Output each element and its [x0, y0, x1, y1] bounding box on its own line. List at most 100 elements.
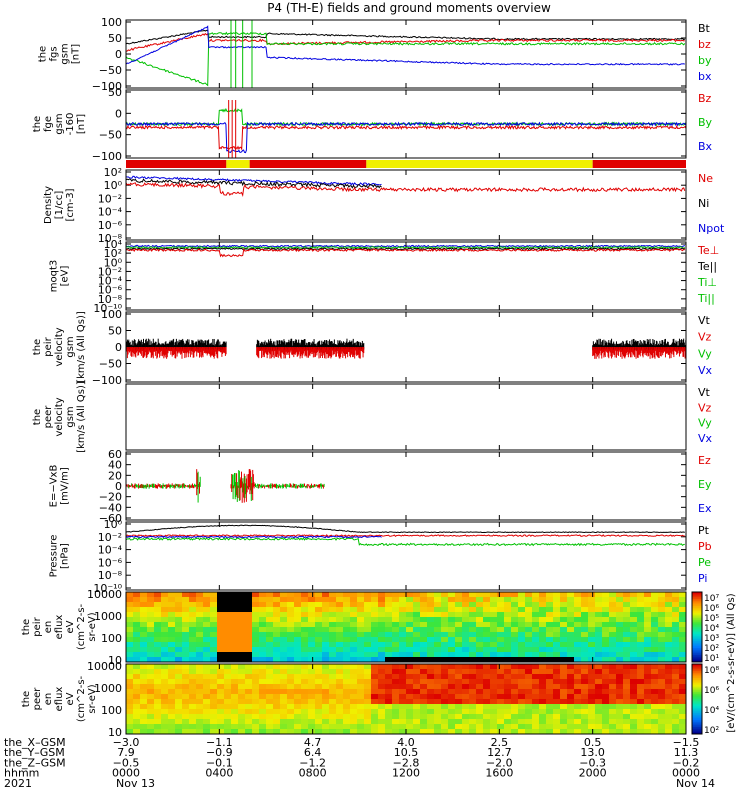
ytick-peir_spec: 10	[108, 654, 122, 667]
legend-efield-Ez: Ez	[698, 454, 711, 467]
ylabel-ve-2: velocity	[54, 397, 65, 436]
ylabel-peer_spec-1: peer	[32, 687, 43, 711]
x-row-label: 2021	[4, 777, 32, 790]
ylabel-peer_spec-6: sr-eV)	[87, 684, 98, 713]
x-tick-value: −0.2	[673, 756, 700, 769]
ytick-efield: 60	[108, 448, 122, 461]
legend-efield-Ex: Ex	[698, 502, 712, 515]
ytick-peer_spec: 10	[108, 726, 122, 739]
x-tick-value: 10.5	[394, 746, 419, 759]
ylabel-ve-4: [km/s (All Qs)]	[76, 381, 87, 453]
legend-density-Ni: Ni	[698, 197, 709, 210]
ytick-efield: −60	[99, 512, 122, 525]
ytick-vi: −50	[99, 358, 122, 371]
panel-peir_spec: the peir en eflux eV (cm^2-s-sr-eV) 10000 1000 1…	[21, 588, 687, 667]
legend-vi-Vt: Vt	[698, 314, 711, 327]
plot-title: P4 (TH-E) fields and ground moments over…	[267, 1, 551, 15]
ytick-density: 10⁻⁴	[98, 206, 123, 219]
ylabel-fgs-0: the	[38, 46, 49, 62]
legend-fge-Bx: Bx	[698, 140, 713, 153]
x-tick-value: Nov 13	[116, 777, 155, 790]
x-tick-value: 6.4	[304, 746, 322, 759]
x-tick-value: −0.9	[206, 746, 233, 759]
ytick-temp: 10⁰	[104, 256, 123, 269]
x-tick-value: 4.7	[304, 736, 322, 749]
x-tick-value: 4.0	[397, 736, 415, 749]
ytick-density: 10²	[104, 166, 122, 179]
colorbar-tick: 10⁶	[704, 604, 719, 614]
ytick-density: 10⁻⁸	[98, 232, 123, 245]
legend-ve-Vz: Vz	[698, 401, 712, 414]
legend-ve-Vt: Vt	[698, 386, 711, 399]
x-tick-value: −0.1	[206, 756, 233, 769]
ytick-temp: 10⁻⁸	[98, 293, 123, 306]
ylabel-fgs-1: fgs	[49, 46, 60, 61]
legend-density-Npot: Npot	[698, 222, 725, 235]
ytick-efield: −20	[99, 491, 122, 504]
ytick-temp: 10⁻⁴	[98, 275, 123, 288]
ytick-fge: 0	[115, 107, 122, 120]
ytick-fgs: 50	[108, 32, 122, 45]
ytick-fgs: −50	[99, 64, 122, 77]
ytick-efield: 0	[115, 480, 122, 493]
legend-temp-Te: Te||	[697, 260, 717, 273]
ylabel-fge-3: -160	[65, 113, 76, 136]
colorbar-tick: 10²	[704, 644, 719, 654]
legend-pressure-Pe: Pe	[698, 556, 711, 569]
legend-fge-By: By	[698, 116, 713, 129]
legend-pressure-Pt: Pt	[698, 524, 710, 537]
x-tick-value: −0.5	[113, 756, 140, 769]
x-tick-value: 0000	[112, 767, 140, 780]
mode-bar	[126, 160, 686, 168]
x-tick-value: −1.2	[299, 756, 326, 769]
ytick-temp: 10⁻²	[98, 265, 122, 278]
ylabel-efield-1: [mV/m]	[60, 467, 71, 505]
colorbar-tick: 10⁶	[704, 686, 719, 696]
legend-fgs-bz: bz	[698, 38, 711, 51]
legend-fge-Bz: Bz	[698, 92, 712, 105]
legend-ve-Vx: Vx	[698, 432, 713, 445]
legend-fgs-bx: bx	[698, 70, 712, 83]
ylabel-peir_spec-2: en	[43, 621, 54, 634]
x-tick-value: −1.1	[206, 736, 233, 749]
ytick-peer_spec: 100	[101, 704, 122, 717]
colorbar-tick: 10⁸	[704, 666, 719, 676]
ylabel-density-0: Density	[43, 186, 54, 224]
ytick-efield: −40	[99, 501, 122, 514]
x-tick-value: −0.3	[579, 756, 606, 769]
x-tick-value: 13.0	[580, 746, 605, 759]
colorbar-tick: 10⁵	[704, 614, 719, 624]
ylabel-ve-1: peer	[43, 405, 54, 429]
x-tick-value: 2000	[579, 767, 607, 780]
ylabel-temp-0: moqt3	[49, 260, 60, 293]
ytick-fgs: 100	[101, 16, 122, 29]
ylabel-peer_spec-2: en	[43, 693, 54, 706]
ylabel-vi-4: [km/s (All Qs)]	[76, 311, 87, 383]
ylabel-ve-0: the	[32, 409, 43, 425]
x-row-label: hhmm	[4, 767, 39, 780]
ytick-temp: 10⁻¹⁰	[93, 302, 122, 315]
ytick-vi: 100	[101, 308, 122, 321]
legend-vi-Vz: Vz	[698, 331, 712, 344]
ytick-fgs: 0	[115, 48, 122, 61]
mode-segment-yellow	[366, 160, 593, 168]
colorbar-tick: 10¹	[704, 654, 719, 664]
legend-fgs-Bt: Bt	[698, 22, 711, 35]
ylabel-density-2: [cm-3]	[65, 188, 76, 221]
ylabel-vi-1: peir	[43, 336, 54, 356]
legend-pressure-Pi: Pi	[698, 572, 707, 585]
colorbar-tick: 10⁷	[704, 594, 719, 604]
ylabel-peir_spec-3: eflux	[54, 615, 65, 640]
ytick-peir_spec: 1000	[94, 610, 122, 623]
panel-ve: the peer velocity gsm [km/s (All Qs)] Vt Vz Vy V…	[32, 381, 713, 453]
mode-segment-red	[592, 160, 686, 168]
ylabel-fge-4: [nT]	[76, 114, 87, 134]
x-tick-value: 0400	[205, 767, 233, 780]
colorbar-tick: 10⁴	[704, 624, 719, 634]
ytick-efield: 20	[108, 469, 122, 482]
ytick-peir_spec: 10000	[87, 588, 122, 601]
ylabel-efield-0: E=−VxB	[49, 465, 60, 508]
x-row-label: the_Y–GSM	[4, 746, 65, 759]
